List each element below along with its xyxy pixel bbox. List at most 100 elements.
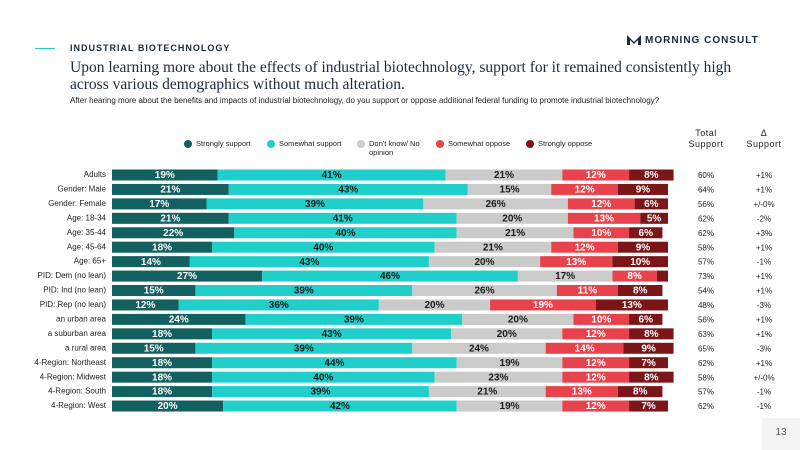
value-label: 18% <box>152 329 172 340</box>
value-label: 43% <box>322 329 342 340</box>
delta-support: +1% <box>756 359 772 368</box>
value-label: 40% <box>313 372 333 383</box>
delta-support: -2% <box>757 214 771 223</box>
bar-segment <box>245 313 463 325</box>
logo-icon <box>627 35 641 45</box>
legend-marker <box>436 140 444 148</box>
accent-rule <box>35 48 55 49</box>
value-label: 12% <box>575 185 595 196</box>
bar-segment <box>490 299 596 311</box>
legend-label: Somewhat support <box>279 139 342 148</box>
delta-support: +1% <box>756 316 772 325</box>
value-label: 19% <box>500 401 520 412</box>
value-label: 22% <box>163 228 183 239</box>
legend-label: Strongly oppose <box>538 139 593 148</box>
legend-marker <box>184 140 192 148</box>
value-label: 14% <box>575 343 595 354</box>
bar-segment <box>206 198 424 210</box>
value-label: 44% <box>324 358 344 369</box>
total-support: 56% <box>698 316 714 325</box>
delta-support: -1% <box>757 388 771 397</box>
value-label: 7% <box>641 401 656 412</box>
bar-segment <box>228 183 468 195</box>
title: Upon learning more about the effects of … <box>70 59 732 93</box>
bar-segment <box>195 285 413 297</box>
category-label: 4-Region: West <box>51 401 107 410</box>
legend-label: Somewhat oppose <box>448 139 511 148</box>
value-label: 20% <box>424 300 444 311</box>
bar-segment <box>612 270 657 282</box>
value-label: 20% <box>508 315 528 326</box>
bar-segment <box>462 313 574 325</box>
category-label: Gender: Male <box>58 185 107 194</box>
bar-segment <box>445 169 563 181</box>
value-label: 41% <box>322 170 342 181</box>
value-label: 6% <box>639 315 654 326</box>
bar-segment <box>212 328 452 340</box>
bar-segment <box>428 386 546 398</box>
subtitle: After hearing more about the benefits an… <box>70 96 660 105</box>
bar-segment <box>617 183 668 195</box>
total-support: 48% <box>698 301 714 310</box>
bar-segment <box>412 342 546 354</box>
bar-segment <box>467 183 552 195</box>
bar-segment <box>112 299 179 311</box>
bar-segment <box>212 386 429 398</box>
value-label: 24% <box>469 343 489 354</box>
value-label: 12% <box>586 401 606 412</box>
bar-segment <box>573 227 630 239</box>
category-label: 4-Region: Midwest <box>40 372 107 381</box>
value-label: 46% <box>380 271 400 282</box>
value-label: 21% <box>160 185 180 196</box>
bar-segment <box>562 169 630 181</box>
bar-segment <box>195 342 413 354</box>
delta-support: +3% <box>756 229 772 238</box>
value-label: 14% <box>141 257 161 268</box>
value-label: 12% <box>135 300 155 311</box>
total-support: 58% <box>698 243 714 252</box>
value-label: 27% <box>177 271 197 282</box>
category-label: Age: 35-44 <box>67 228 107 237</box>
delta-support: +1% <box>756 171 772 180</box>
delta-support: +1% <box>756 330 772 339</box>
value-label: 12% <box>586 358 606 369</box>
total-support: 57% <box>698 388 714 397</box>
total-support: 60% <box>698 171 714 180</box>
bar-segment <box>562 328 630 340</box>
value-label: 8% <box>644 329 659 340</box>
value-label: 15% <box>144 286 164 297</box>
bar-segment <box>540 256 613 268</box>
category-label: a suburban area <box>48 329 107 338</box>
bar-segment <box>517 270 613 282</box>
value-label: 13% <box>572 387 592 398</box>
value-label: 26% <box>475 286 495 297</box>
bar-segment <box>629 357 668 369</box>
value-label: 8% <box>627 271 642 282</box>
delta-support: -1% <box>757 402 771 411</box>
value-label: 12% <box>591 199 611 210</box>
value-label: 9% <box>636 242 651 253</box>
legend-marker <box>357 140 365 148</box>
bar-segment <box>112 400 224 412</box>
bar-segment <box>112 371 213 383</box>
value-label: 19% <box>155 170 175 181</box>
bar-segment <box>567 212 641 224</box>
category-label: Gender: Female <box>48 199 106 208</box>
value-label: 6% <box>639 228 654 239</box>
bar-segment <box>545 342 624 354</box>
delta-support: +1% <box>756 186 772 195</box>
value-label: 9% <box>641 343 656 354</box>
value-label: 20% <box>497 329 517 340</box>
value-label: 21% <box>494 170 514 181</box>
legend-label: Don't know/ No opinion <box>369 139 420 157</box>
bar-segment <box>629 400 668 412</box>
value-label: 5% <box>647 213 662 224</box>
category-label: a rural area <box>65 343 106 352</box>
value-label: 10% <box>591 228 611 239</box>
value-label: 8% <box>644 170 659 181</box>
value-label: 21% <box>477 387 497 398</box>
value-label: 26% <box>486 199 506 210</box>
bar-segment <box>573 313 630 325</box>
category-label: PID: Rep (no lean) <box>40 300 107 309</box>
total-support: 62% <box>698 402 714 411</box>
